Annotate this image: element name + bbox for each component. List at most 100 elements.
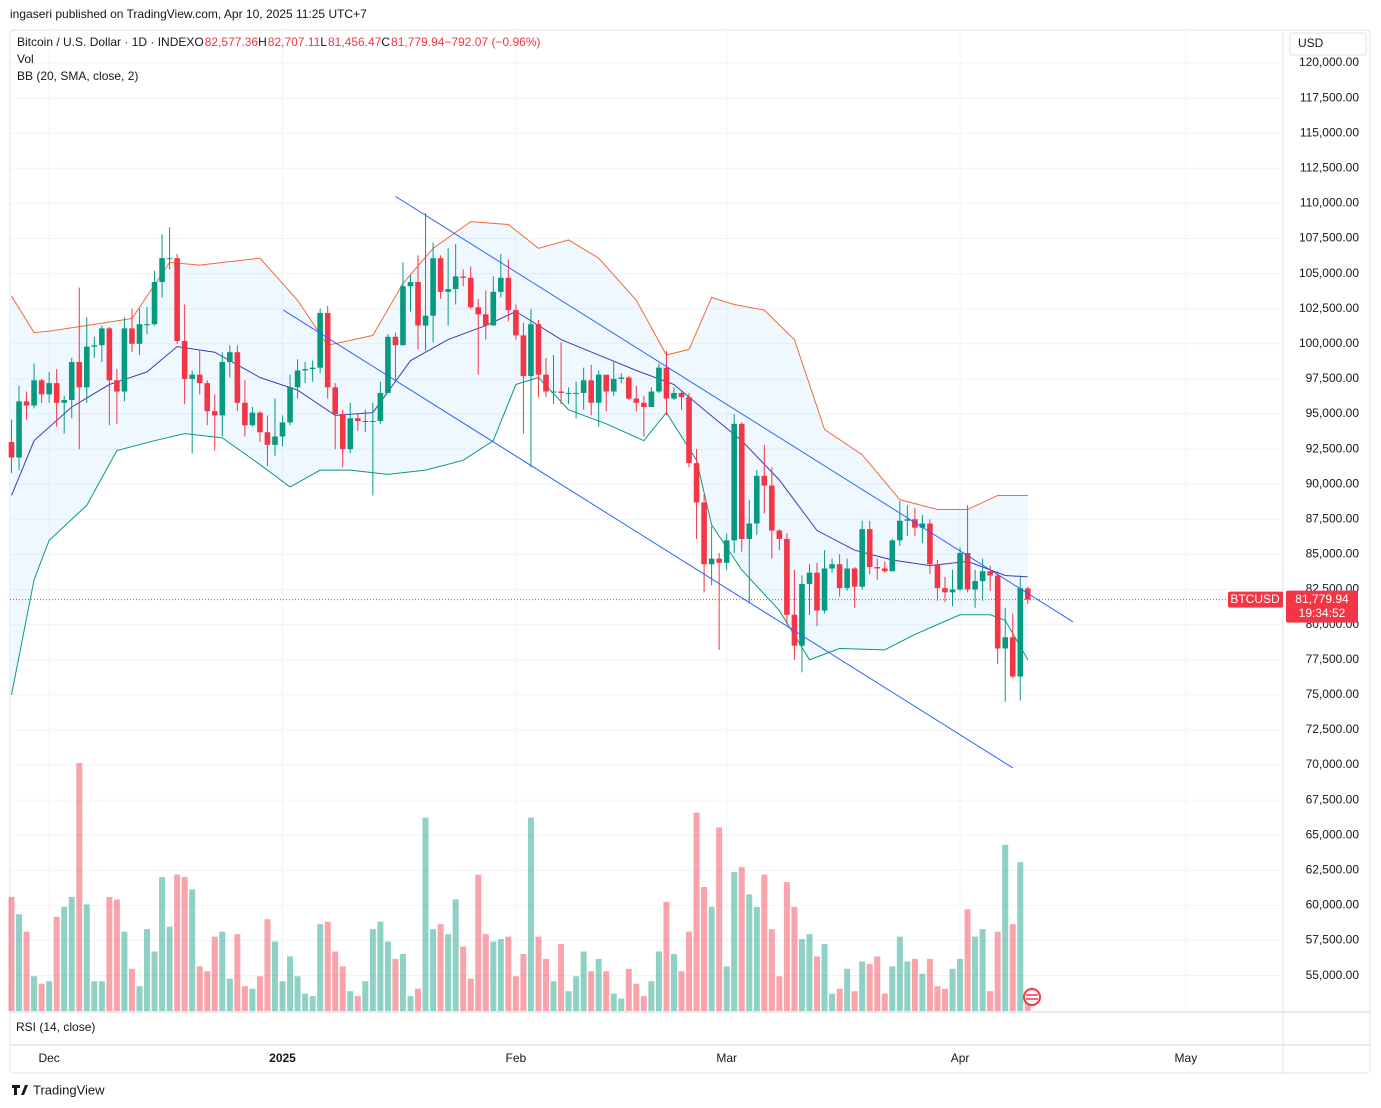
candle-body <box>121 328 128 392</box>
volume-bar <box>151 951 158 1011</box>
candle-body <box>23 401 30 406</box>
candle-body <box>83 346 90 388</box>
volume-bar <box>633 983 640 1011</box>
plot <box>8 30 1283 1011</box>
x-tick-label: Feb <box>506 1051 527 1065</box>
candle-body <box>392 336 399 346</box>
volume-bar <box>136 986 143 1011</box>
legend-l-label: L <box>320 35 327 49</box>
volume-bar <box>219 931 226 1011</box>
volume-bar <box>527 817 534 1011</box>
candle-body <box>482 314 489 326</box>
volume-bar <box>452 899 459 1011</box>
legend-l: 81,456.47 <box>328 35 382 49</box>
y-tick-label: 100,000.00 <box>1299 336 1359 350</box>
volume-bar <box>851 991 858 1011</box>
candle-body <box>242 402 248 426</box>
candle-body <box>264 432 271 445</box>
volume-bar <box>475 874 482 1011</box>
candle-body <box>181 340 188 379</box>
volume-bar <box>113 899 120 1011</box>
legend-h-label: H <box>258 35 267 49</box>
candle-body <box>106 328 113 381</box>
volume-bar <box>964 909 971 1011</box>
volume-bar <box>422 817 429 1011</box>
volume-bar <box>83 904 90 1011</box>
candle-body <box>836 564 843 589</box>
volume-bar <box>768 929 775 1011</box>
volume-bar <box>708 906 715 1011</box>
volume-bar <box>490 941 497 1011</box>
volume-bar <box>505 936 512 1011</box>
legend-c: 81,779.94 <box>391 35 445 49</box>
volume-bar <box>249 988 256 1011</box>
volume-bar <box>399 953 406 1011</box>
bollinger-line <box>11 376 1029 695</box>
y-tick-label: 62,500.00 <box>1306 862 1360 876</box>
currency: USD <box>1298 36 1324 50</box>
candle-body <box>543 374 549 392</box>
candle-body <box>641 402 647 407</box>
candle-body <box>219 362 226 416</box>
volume-bar <box>144 929 151 1011</box>
volume-bar <box>61 906 68 1011</box>
candle-body <box>159 258 165 283</box>
volume-bar <box>814 956 821 1011</box>
volume-bar <box>362 981 369 1011</box>
candle-body <box>279 422 286 437</box>
volume-bar <box>196 966 203 1011</box>
candle-body <box>550 391 557 393</box>
candle-body <box>91 345 98 347</box>
candle-body <box>806 572 813 584</box>
volume-bar <box>234 934 241 1011</box>
y-tick-label: 115,000.00 <box>1300 125 1359 139</box>
volume-bar <box>859 961 866 1011</box>
volume-bar <box>377 921 384 1011</box>
volume-bar <box>911 958 918 1011</box>
candle-body <box>294 370 301 388</box>
volume-bar <box>407 996 414 1011</box>
candle-body <box>31 380 37 406</box>
price-tag-countdown: 19:34:52 <box>1299 606 1346 620</box>
volume-bar <box>76 763 83 1011</box>
candle-body <box>189 374 195 379</box>
volume-bar <box>904 961 911 1011</box>
candle-body <box>535 324 542 375</box>
trend-line <box>283 309 1014 769</box>
volume-bar <box>1017 862 1024 1011</box>
candle-body <box>257 412 263 433</box>
candle-body <box>791 614 798 646</box>
candle-body <box>38 380 45 395</box>
candle-body <box>144 324 150 326</box>
volume-bar <box>23 931 30 1011</box>
y-tick-label: 97,500.00 <box>1306 371 1360 385</box>
volume-bar <box>573 976 580 1011</box>
candle-body <box>859 529 865 587</box>
event-icon[interactable] <box>1023 988 1041 1006</box>
volume-bar <box>512 976 519 1011</box>
candle-body <box>603 374 610 392</box>
volume-bar <box>68 896 75 1011</box>
candle-body <box>588 380 594 403</box>
candle-body <box>400 286 406 346</box>
candle-body <box>430 258 436 316</box>
volume-bar <box>753 906 760 1011</box>
volume-bar <box>256 976 263 1011</box>
volume-bar <box>181 877 188 1011</box>
candle-body <box>761 475 768 486</box>
candle-body <box>573 392 579 394</box>
volume-bar <box>309 996 316 1011</box>
volume-bar <box>994 931 1001 1011</box>
volume-bar <box>595 958 602 1011</box>
candle-body <box>626 377 632 399</box>
candle-body <box>881 568 888 572</box>
candle-body <box>897 520 903 541</box>
candle-body <box>61 399 68 403</box>
candle-body <box>814 572 820 611</box>
volume-bar <box>580 951 587 1011</box>
candle-body <box>370 421 376 423</box>
volume-bar <box>189 889 196 1011</box>
x-tick-label: 2025 <box>269 1051 296 1065</box>
currency-box[interactable] <box>1289 32 1367 56</box>
candle-body <box>738 423 745 539</box>
